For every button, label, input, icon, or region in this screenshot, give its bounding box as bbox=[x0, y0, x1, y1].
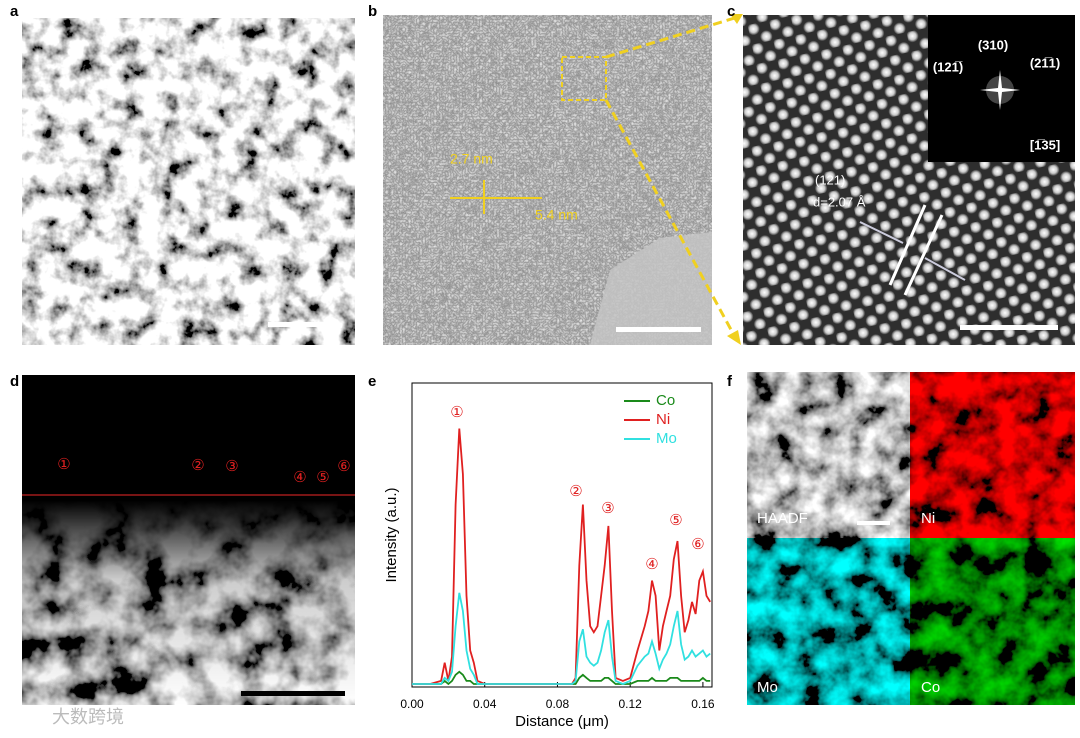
zoom-box bbox=[561, 56, 607, 101]
annotation: 2.7 nm bbox=[450, 151, 493, 167]
zoom-line bbox=[605, 15, 739, 59]
arrow bbox=[859, 221, 904, 244]
inset-label: (310) bbox=[978, 37, 1008, 52]
peak-annotation: ⑥ bbox=[691, 536, 704, 553]
inset-label: (21̅1) bbox=[1030, 55, 1060, 70]
series-line bbox=[412, 670, 711, 686]
scale-bar bbox=[960, 325, 1058, 330]
peak-annotation: ① bbox=[450, 404, 463, 421]
peak-annotation: ⑤ bbox=[669, 512, 682, 529]
inset-label: (121̅) bbox=[933, 59, 963, 74]
scale-bar bbox=[857, 521, 890, 525]
peak-marker: ⑤ bbox=[316, 469, 329, 486]
legend-label: Ni bbox=[656, 411, 670, 428]
inset-label: [1̅35] bbox=[1030, 137, 1060, 152]
panel-label: c bbox=[727, 3, 735, 20]
panel-d bbox=[22, 375, 355, 705]
panel-label: a bbox=[10, 3, 19, 20]
scale-bar bbox=[241, 691, 345, 696]
panel-f: HAADF Ni Mo Co bbox=[747, 372, 1075, 705]
panel-c: (310) (121̅) (21̅1) [1̅35] (121) d=2.07 … bbox=[743, 15, 1075, 345]
panel-e: 0.00 0.04 0.08 0.12 0.16 Distance (μm) Intensi… bbox=[383, 382, 715, 730]
ni-map bbox=[910, 372, 1075, 538]
panel-label: d bbox=[10, 373, 19, 390]
plane-label: (121) bbox=[815, 172, 845, 187]
map-label: Co bbox=[921, 679, 940, 696]
co-map bbox=[910, 538, 1075, 705]
peak-annotation: ③ bbox=[601, 500, 614, 517]
mo-map bbox=[747, 538, 910, 705]
lattice-line bbox=[903, 214, 944, 296]
lattice-line bbox=[888, 204, 927, 286]
map-label: HAADF bbox=[757, 510, 808, 527]
x-axis-label: Distance (μm) bbox=[515, 713, 609, 730]
spacing-label: d=2.07 Å bbox=[813, 194, 866, 209]
annotation: 5.4 nm bbox=[535, 207, 578, 223]
plot-frame bbox=[411, 382, 713, 688]
zoom-line bbox=[604, 99, 737, 338]
peak-marker: ① bbox=[57, 456, 70, 473]
arrowhead bbox=[727, 14, 743, 345]
peak-marker: ④ bbox=[293, 469, 306, 486]
shade bbox=[22, 375, 355, 705]
panel-b: 2.7 nm 5.4 nm bbox=[383, 14, 743, 345]
series-line bbox=[412, 592, 711, 685]
x-tick-label: 0.00 bbox=[400, 697, 424, 711]
peak-marker: ⑥ bbox=[337, 458, 350, 475]
arrow bbox=[924, 257, 966, 281]
x-tick-label: 0.16 bbox=[691, 697, 715, 711]
background-region bbox=[590, 232, 712, 345]
panel-label: f bbox=[727, 373, 733, 390]
peak-marker: ② bbox=[191, 457, 204, 474]
legend-label: Mo bbox=[656, 430, 677, 447]
series-line bbox=[412, 428, 711, 685]
scale-bar bbox=[616, 327, 701, 332]
peak-marker: ③ bbox=[225, 458, 238, 475]
x-tick-label: 0.08 bbox=[546, 697, 570, 711]
panel-a bbox=[22, 18, 355, 345]
panel-label: e bbox=[368, 373, 376, 390]
haadf-map bbox=[747, 372, 910, 538]
legend-label: Co bbox=[656, 392, 675, 409]
x-tick-label: 0.12 bbox=[619, 697, 643, 711]
scale-bar bbox=[268, 322, 331, 327]
panel-label: b bbox=[368, 3, 377, 20]
map-label: Mo bbox=[757, 679, 778, 696]
x-tick-label: 0.04 bbox=[473, 697, 497, 711]
map-label: Ni bbox=[921, 510, 935, 527]
peak-annotation: ④ bbox=[645, 556, 658, 573]
micrograph bbox=[22, 18, 355, 345]
watermark: 大数跨境 bbox=[52, 707, 124, 727]
fft-spot bbox=[980, 70, 1020, 110]
peak-annotation: ② bbox=[569, 483, 582, 500]
y-axis-label: Intensity (a.u.) bbox=[383, 487, 400, 582]
